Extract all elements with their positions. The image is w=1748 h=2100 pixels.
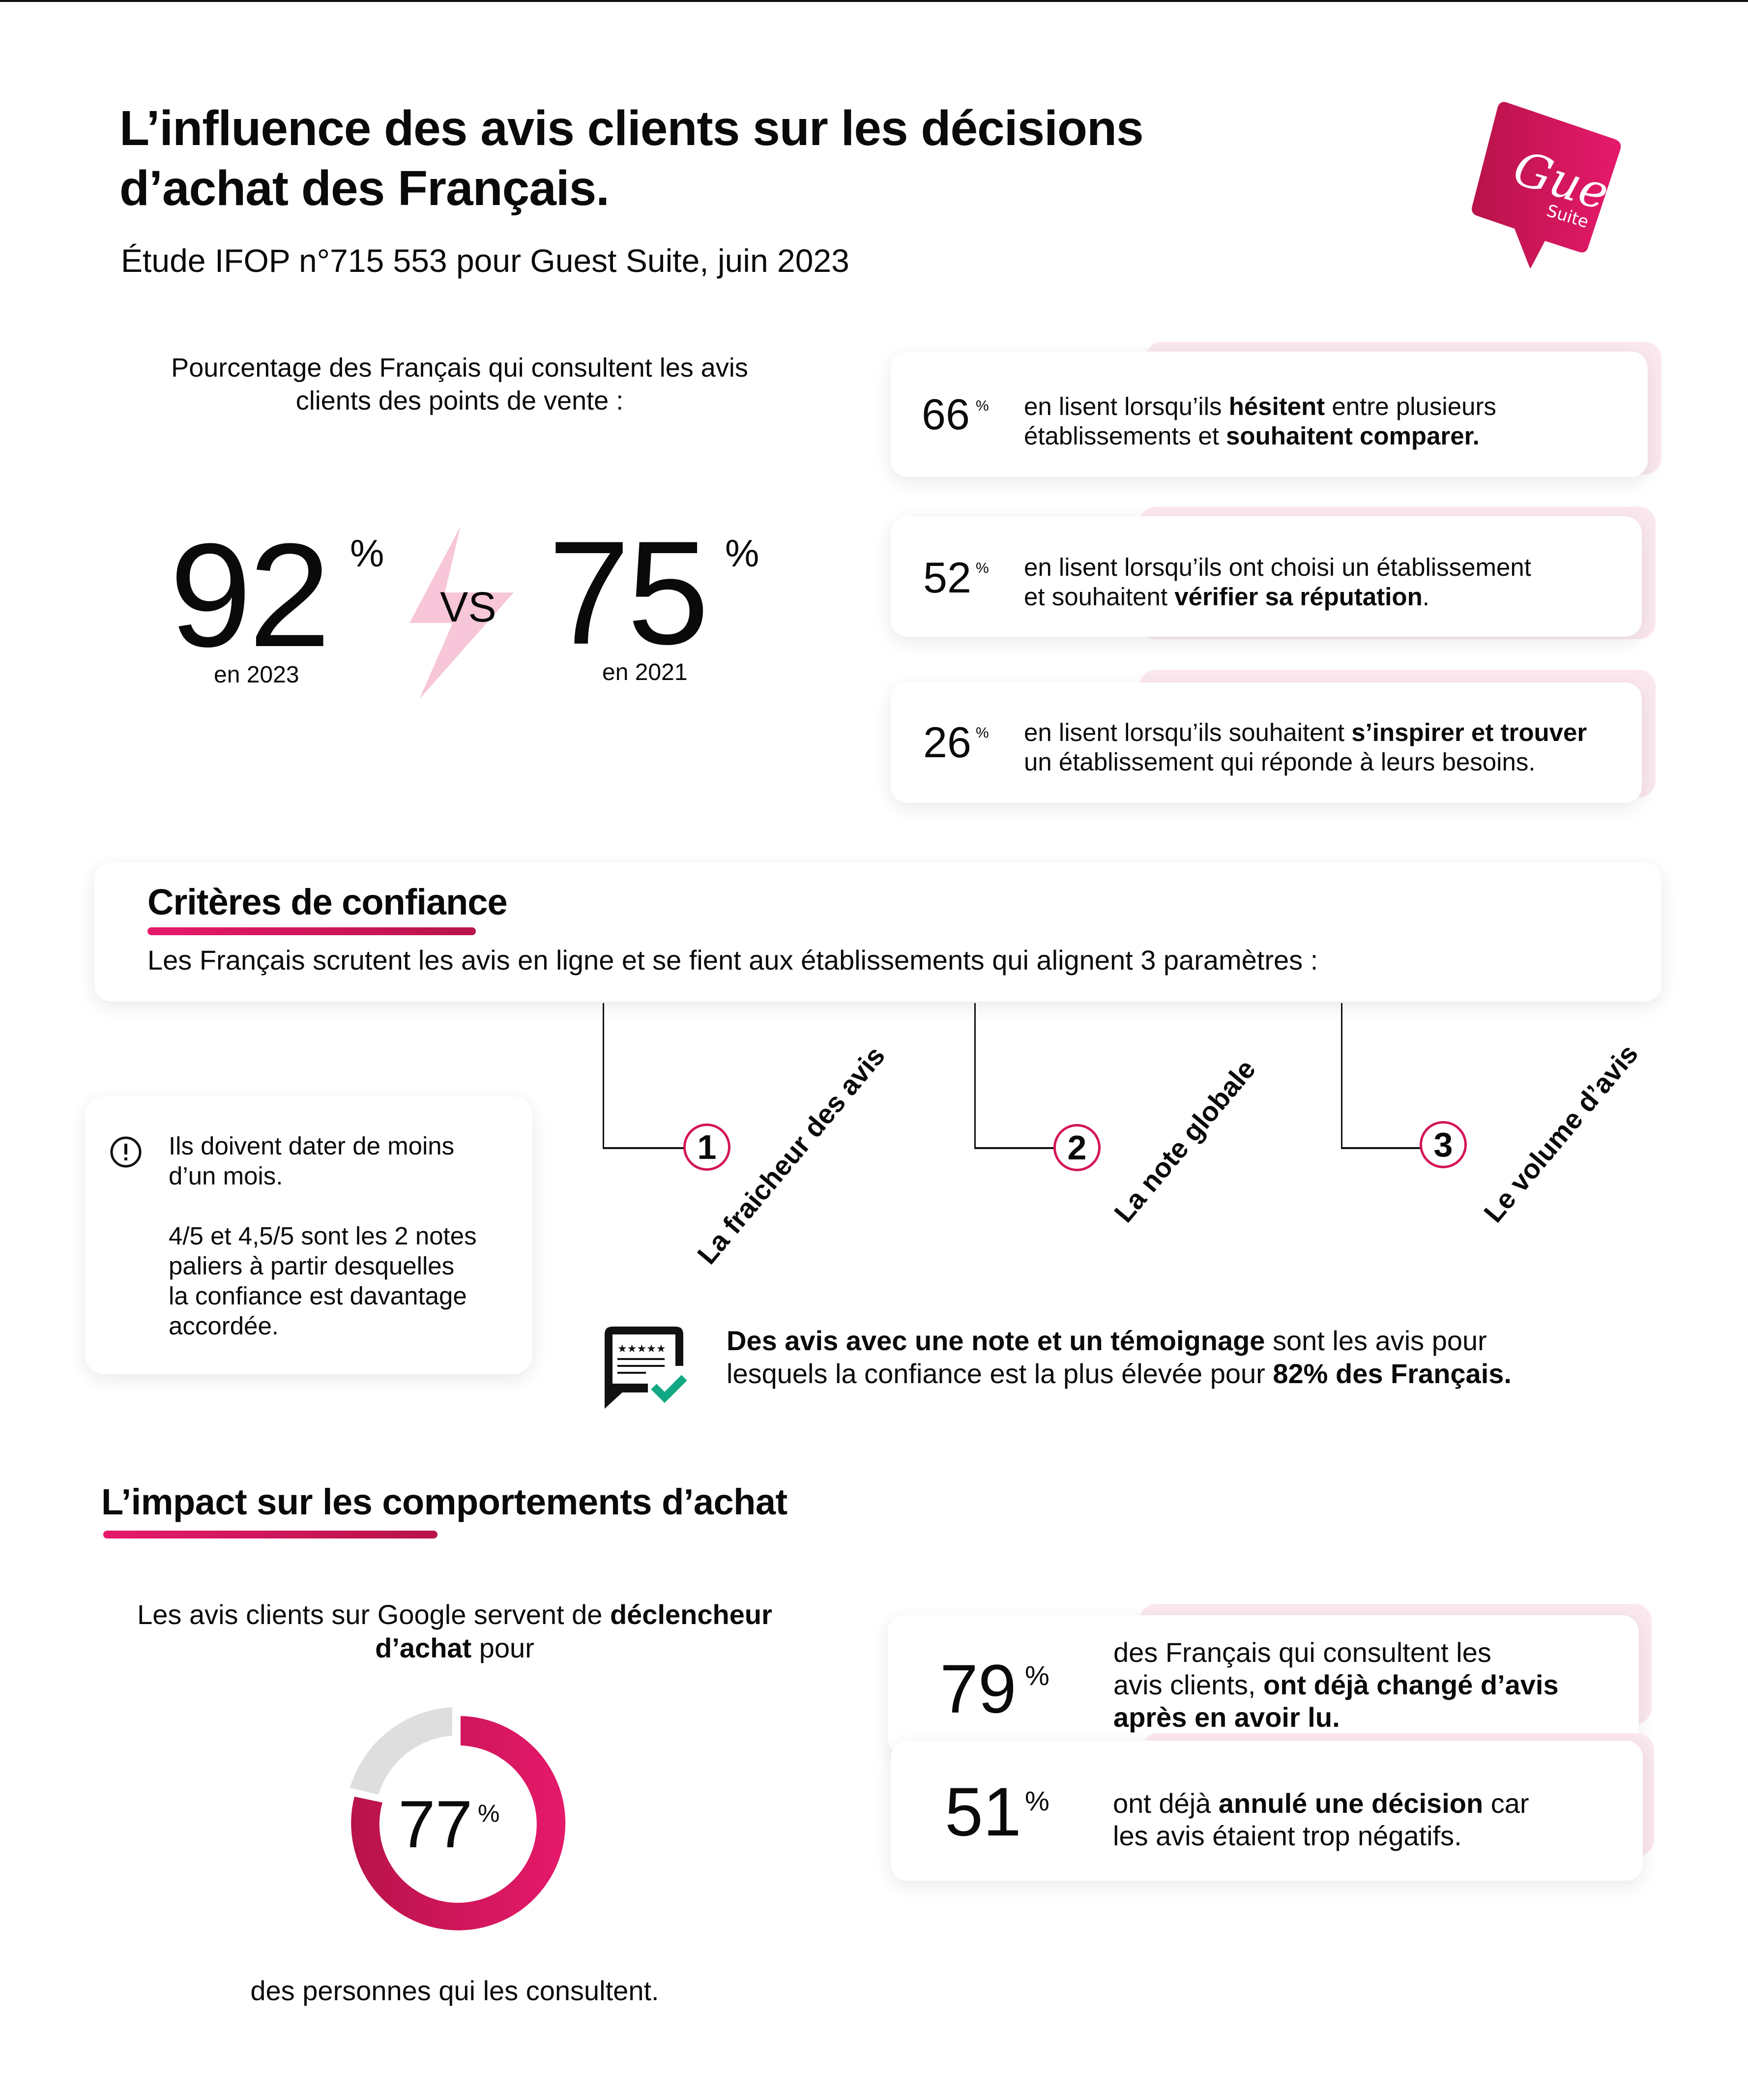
review-highlight-text: Des avis avec une note et un témoignage … bbox=[727, 1325, 1512, 1389]
changed-unit: % bbox=[1025, 1660, 1049, 1691]
reason-card-reputation bbox=[891, 516, 1642, 637]
vs-label: VS bbox=[440, 584, 496, 631]
stat-2023-unit: % bbox=[350, 532, 384, 575]
criteria-note-text: Ils doivent dater de moins d’un mois. 4/… bbox=[169, 1132, 477, 1340]
cancelled-decision-card bbox=[891, 1741, 1643, 1881]
impact-footer: des personnes qui les consultent. bbox=[250, 1975, 659, 2006]
reason-value: 52 bbox=[923, 553, 971, 602]
criterion-number-3: 3 bbox=[1420, 1121, 1467, 1168]
connector-line bbox=[974, 1003, 976, 1149]
impact-intro: Les avis clients sur Google servent de d… bbox=[137, 1599, 772, 1663]
consultation-intro: Pourcentage des Français qui consultent … bbox=[171, 353, 748, 415]
connector-line bbox=[1341, 1147, 1422, 1149]
top-border bbox=[0, 0, 1748, 2]
criterion-number-1: 1 bbox=[683, 1124, 730, 1171]
reason-text: en lisent lorsqu’ils hésitent entre plus… bbox=[1024, 392, 1496, 450]
stat-2021-unit: % bbox=[725, 532, 759, 575]
impact-title: L’impact sur les comportements d’achat bbox=[101, 1481, 787, 1522]
donut-rest-segment bbox=[350, 1707, 452, 1795]
criteria-note-card bbox=[85, 1096, 532, 1374]
changed-text: des Français qui consultent les avis cli… bbox=[1113, 1637, 1559, 1733]
donut-value: 77 bbox=[398, 1787, 473, 1862]
cancelled-text: ont déjà annulé une décision car les avi… bbox=[1113, 1788, 1529, 1851]
cancelled-unit: % bbox=[1025, 1785, 1049, 1816]
criterion-number-2: 2 bbox=[1053, 1124, 1101, 1171]
criterion-label-volume: Le volume d’avis bbox=[1477, 1038, 1644, 1228]
connector-line bbox=[603, 1147, 686, 1149]
reason-text: en lisent lorsqu’ils ont choisi un établ… bbox=[1024, 553, 1531, 611]
donut-unit: % bbox=[478, 1800, 500, 1827]
reason-text: en lisent lorsqu’ils souhaitent s’inspir… bbox=[1024, 718, 1587, 776]
criteria-description: Les Français scrutent les avis en ligne … bbox=[147, 945, 1318, 976]
connector-line bbox=[603, 1003, 604, 1149]
svg-text:★★★★★: ★★★★★ bbox=[617, 1343, 666, 1355]
criteria-title: Critères de confiance bbox=[147, 882, 508, 922]
changed-value: 79 bbox=[940, 1650, 1017, 1727]
reason-card-inspire bbox=[891, 682, 1642, 803]
reason-unit: % bbox=[976, 398, 989, 414]
stat-2021-value: 75 bbox=[548, 510, 709, 675]
reason-value: 66 bbox=[922, 390, 970, 439]
cancelled-value: 51 bbox=[945, 1773, 1021, 1850]
reason-unit: % bbox=[976, 725, 989, 741]
reason-value: 26 bbox=[923, 718, 971, 767]
stat-2021-label: en 2021 bbox=[602, 659, 688, 685]
title-underline bbox=[147, 927, 476, 935]
speech-bubble-logo-icon: Guest Suite bbox=[1472, 102, 1657, 269]
page-title: L’influence des avis clients sur les déc… bbox=[119, 101, 1144, 216]
changed-mind-card bbox=[888, 1615, 1639, 1755]
page-subtitle: Étude IFOP n°715 553 pour Guest Suite, j… bbox=[121, 242, 849, 279]
reason-unit: % bbox=[976, 560, 989, 576]
guest-suite-logo: Guest Suite bbox=[1467, 101, 1657, 269]
reason-card-compare bbox=[891, 352, 1648, 477]
lightning-bolt-icon bbox=[409, 526, 514, 699]
connector-line bbox=[1341, 1003, 1342, 1149]
connector-line bbox=[974, 1147, 1055, 1149]
criterion-label-global-rating: La note globale bbox=[1107, 1053, 1262, 1228]
donut-chart bbox=[350, 1707, 566, 1930]
review-checked-icon: ★★★★★ bbox=[605, 1327, 687, 1409]
stat-2023-label: en 2023 bbox=[214, 662, 299, 688]
exclamation-circle-icon bbox=[110, 1136, 142, 1168]
title-underline bbox=[103, 1531, 437, 1538]
stat-2023-value: 92 bbox=[170, 512, 331, 678]
